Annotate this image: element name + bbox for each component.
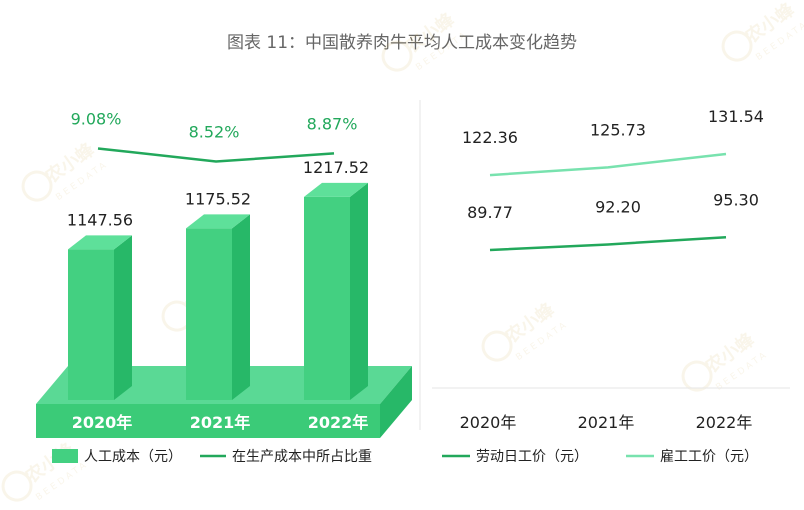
series-line-0 xyxy=(489,236,727,252)
watermark-bee-icon xyxy=(481,330,513,362)
point-value-label: 125.73 xyxy=(590,120,646,139)
bar-value-label: 1175.52 xyxy=(185,189,251,208)
x-tick-label: 2021年 xyxy=(190,413,251,432)
base-platform-side xyxy=(380,366,412,438)
legend-label: 劳动日工价（元） xyxy=(476,449,588,465)
share-line xyxy=(97,147,335,163)
bar-value-label: 1217.52 xyxy=(303,158,369,177)
watermark-bee-icon xyxy=(381,40,413,72)
legend-label: 雇工工价（元） xyxy=(660,448,758,465)
share-value-label: 8.52% xyxy=(189,123,240,142)
watermark-bee-icon xyxy=(721,30,753,62)
point-value-label: 92.20 xyxy=(595,197,641,216)
bar xyxy=(186,228,232,400)
base-platform-front xyxy=(36,404,380,438)
bar xyxy=(68,249,114,400)
share-value-label: 9.08% xyxy=(71,109,122,128)
legend-label: 在生产成本中所占比重 xyxy=(232,449,372,465)
x-tick-label: 2020年 xyxy=(460,413,517,432)
bar-side xyxy=(350,182,368,400)
bar-top xyxy=(68,235,132,250)
x-tick-label: 2022年 xyxy=(696,413,753,432)
point-value-label: 122.36 xyxy=(462,128,518,147)
x-tick-label: 2020年 xyxy=(72,413,133,432)
watermark-bee-icon xyxy=(21,170,53,202)
legend-bar-icon xyxy=(52,449,78,463)
x-tick-label: 2021年 xyxy=(578,413,635,432)
right-panel: 89.77 92.20 95.30 122.36 125.73 131.54 2020年 20… xyxy=(460,107,764,432)
chart-title: 图表 11：中国散养肉牛平均人工成本变化趋势 xyxy=(226,33,578,53)
legend-label: 人工成本（元） xyxy=(84,449,182,465)
point-value-label: 95.30 xyxy=(713,190,759,209)
point-value-label: 131.54 xyxy=(708,107,764,126)
series-line-1 xyxy=(489,152,727,177)
bar-value-label: 1147.56 xyxy=(67,210,133,229)
bar-top xyxy=(304,182,368,197)
bar-side xyxy=(232,214,250,400)
left-panel: 1147.56 2020年 1175.52 2021年 1217.52 2022年 9.08… xyxy=(36,109,412,438)
legends: 人工成本（元） 在生产成本中所占比重 劳动日工价（元） 雇工工价（元） xyxy=(52,448,758,465)
bar-top xyxy=(186,214,250,229)
point-value-label: 89.77 xyxy=(467,203,513,222)
share-value-label: 8.87% xyxy=(307,114,358,133)
x-tick-label: 2022年 xyxy=(308,413,369,432)
bar-side xyxy=(114,235,132,400)
bar xyxy=(304,196,350,400)
watermark-bee-icon xyxy=(1,470,33,502)
